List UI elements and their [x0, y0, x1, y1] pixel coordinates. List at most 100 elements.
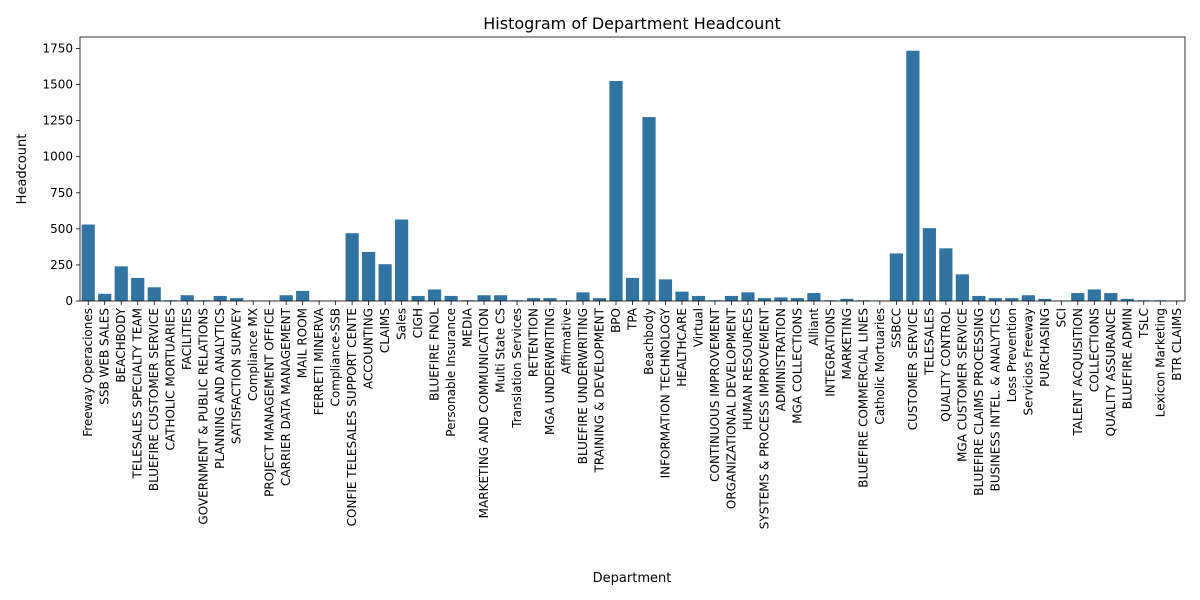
x-tick-label: CARRIER DATA MANAGEMENT — [279, 307, 293, 486]
y-tick-label: 0 — [65, 294, 73, 308]
plot-frame — [79, 36, 1186, 302]
bar — [230, 298, 244, 301]
bar — [180, 295, 194, 301]
x-tick-label: Multi State CS — [494, 308, 508, 393]
x-tick-label: MEDIA — [461, 307, 475, 347]
x-axis-title: Department — [593, 571, 672, 586]
y-tick-label: 1000 — [42, 150, 73, 164]
y-tick-label: 1250 — [42, 114, 73, 128]
bar — [939, 248, 953, 301]
x-tick-label: CIGH — [411, 308, 425, 338]
x-tick-label: BLUEFIRE FNOL — [428, 308, 442, 401]
y-tick-label: 1500 — [42, 78, 73, 92]
x-tick-label: COLLECTIONS — [1087, 308, 1101, 392]
x-tick-label: SSB WEB SALES — [98, 308, 112, 405]
x-tick-label: Servicios Freeway — [1021, 308, 1035, 415]
x-tick-label: HUMAN RESOURCES — [741, 308, 755, 430]
x-tick-label: TSLC — [1137, 308, 1151, 339]
x-axis: Freeway Operaciones SSB WEB SALES BEACHBOD… — [81, 301, 1184, 529]
y-axis: 0 250 500 750 1000 1250 1500 1750 — [42, 42, 80, 308]
bar — [213, 295, 227, 301]
x-tick-label: PLANNING AND ANALYTICS — [213, 308, 227, 469]
bar — [526, 298, 541, 301]
bar — [906, 50, 920, 301]
bar — [345, 233, 359, 301]
bar — [378, 264, 392, 301]
bar — [1104, 293, 1118, 301]
bar — [81, 224, 95, 301]
x-tick-label: ADMINISTRATION — [774, 308, 788, 411]
x-tick-label: CONTINUOUS IMPROVEMENT — [708, 307, 722, 481]
x-tick-label: TELESALES — [922, 308, 936, 376]
x-tick-label: BLUEFIRE ADMIN — [1120, 308, 1134, 409]
bar — [922, 228, 936, 301]
x-tick-label: CATHOLIC MORTUARIES — [164, 308, 178, 451]
y-tick-label: 1750 — [42, 42, 73, 56]
x-tick-label: MGA CUSTOMER SERVICE — [955, 308, 969, 462]
bar — [1021, 295, 1035, 301]
x-tick-label: Personable Insurance — [444, 308, 458, 437]
bar — [675, 291, 689, 301]
bar — [279, 295, 293, 301]
x-tick-label: MGA UNDERWRITING — [543, 308, 557, 435]
bar — [395, 219, 409, 301]
x-tick-label: INTEGRATIONS — [823, 308, 837, 397]
x-tick-label: BLUEFIRE COMMERCIAL LINES — [856, 308, 870, 488]
x-tick-label: BUSINESS INTEL. & ANALYTICS — [988, 308, 1002, 491]
x-tick-label: Virtual — [691, 308, 705, 347]
bar — [98, 293, 112, 301]
bar — [724, 295, 739, 301]
x-tick-label: Affirmative — [560, 308, 574, 374]
bar — [114, 266, 128, 301]
x-tick-label: CONFIE TELESALES SUPPORT CENTE — [345, 308, 359, 526]
x-tick-label: Loss Prevention — [1005, 308, 1019, 402]
x-tick-label: SYSTEMS & PROCESS IMPROVEMENT — [757, 307, 771, 529]
x-tick-label: Alliant — [807, 308, 821, 346]
x-tick-label: PURCHASING — [1038, 308, 1052, 387]
bar — [411, 295, 425, 301]
bar — [592, 298, 607, 301]
bar — [493, 295, 508, 301]
x-tick-label: Lexicon Marketing — [1153, 308, 1167, 417]
x-tick-label: SSBCC — [889, 308, 903, 348]
x-tick-label: MARKETING — [840, 308, 854, 380]
x-tick-label: QUALITY ASSURANCE — [1104, 308, 1118, 436]
bar — [790, 298, 805, 301]
x-tick-label: HEALTHCARE — [675, 308, 689, 387]
y-tick-label: 250 — [50, 258, 73, 272]
x-tick-label: BLUEFIRE CLAIMS PROCESSING — [972, 308, 986, 496]
bar — [444, 295, 458, 301]
x-tick-label: TELESALES SPECIALTY TEAM — [131, 308, 145, 479]
bar — [1038, 298, 1052, 301]
y-tick-label: 750 — [50, 186, 73, 200]
x-tick-label: Freeway Operaciones — [81, 308, 95, 437]
bar — [972, 295, 986, 301]
x-tick-label: SATISFACTION SURVEY — [230, 307, 244, 444]
bar — [427, 289, 442, 301]
bar — [774, 297, 788, 301]
bars — [81, 50, 1184, 301]
x-tick-label: Compliance-SSB — [329, 308, 343, 406]
x-tick-label: Compliance MX — [246, 308, 260, 401]
bar — [840, 298, 854, 301]
bar — [757, 298, 772, 301]
bar — [296, 290, 310, 301]
x-tick-label: FACILITIES — [180, 308, 194, 370]
bar — [1005, 298, 1019, 301]
bar — [131, 277, 145, 301]
x-tick-label: BLUEFIRE CUSTOMER SERVICE — [147, 308, 161, 491]
bar — [609, 81, 623, 301]
bar — [741, 292, 755, 301]
x-tick-label: BLUEFIRE UNDERWRITING — [576, 308, 590, 464]
x-tick-label: Beachbody — [642, 308, 656, 375]
bar — [362, 251, 376, 301]
x-tick-label: INFORMATION TECHNOLOGY — [658, 307, 672, 478]
bar — [1071, 293, 1085, 301]
bar — [1087, 289, 1101, 301]
x-tick-label: Translation Services — [510, 308, 524, 429]
x-tick-label: Catholic Mortuaries — [873, 308, 887, 425]
x-tick-label: MGA COLLECTIONS — [790, 308, 804, 424]
bar — [625, 277, 640, 301]
x-tick-label: BTR CLAIMS — [1170, 308, 1184, 381]
